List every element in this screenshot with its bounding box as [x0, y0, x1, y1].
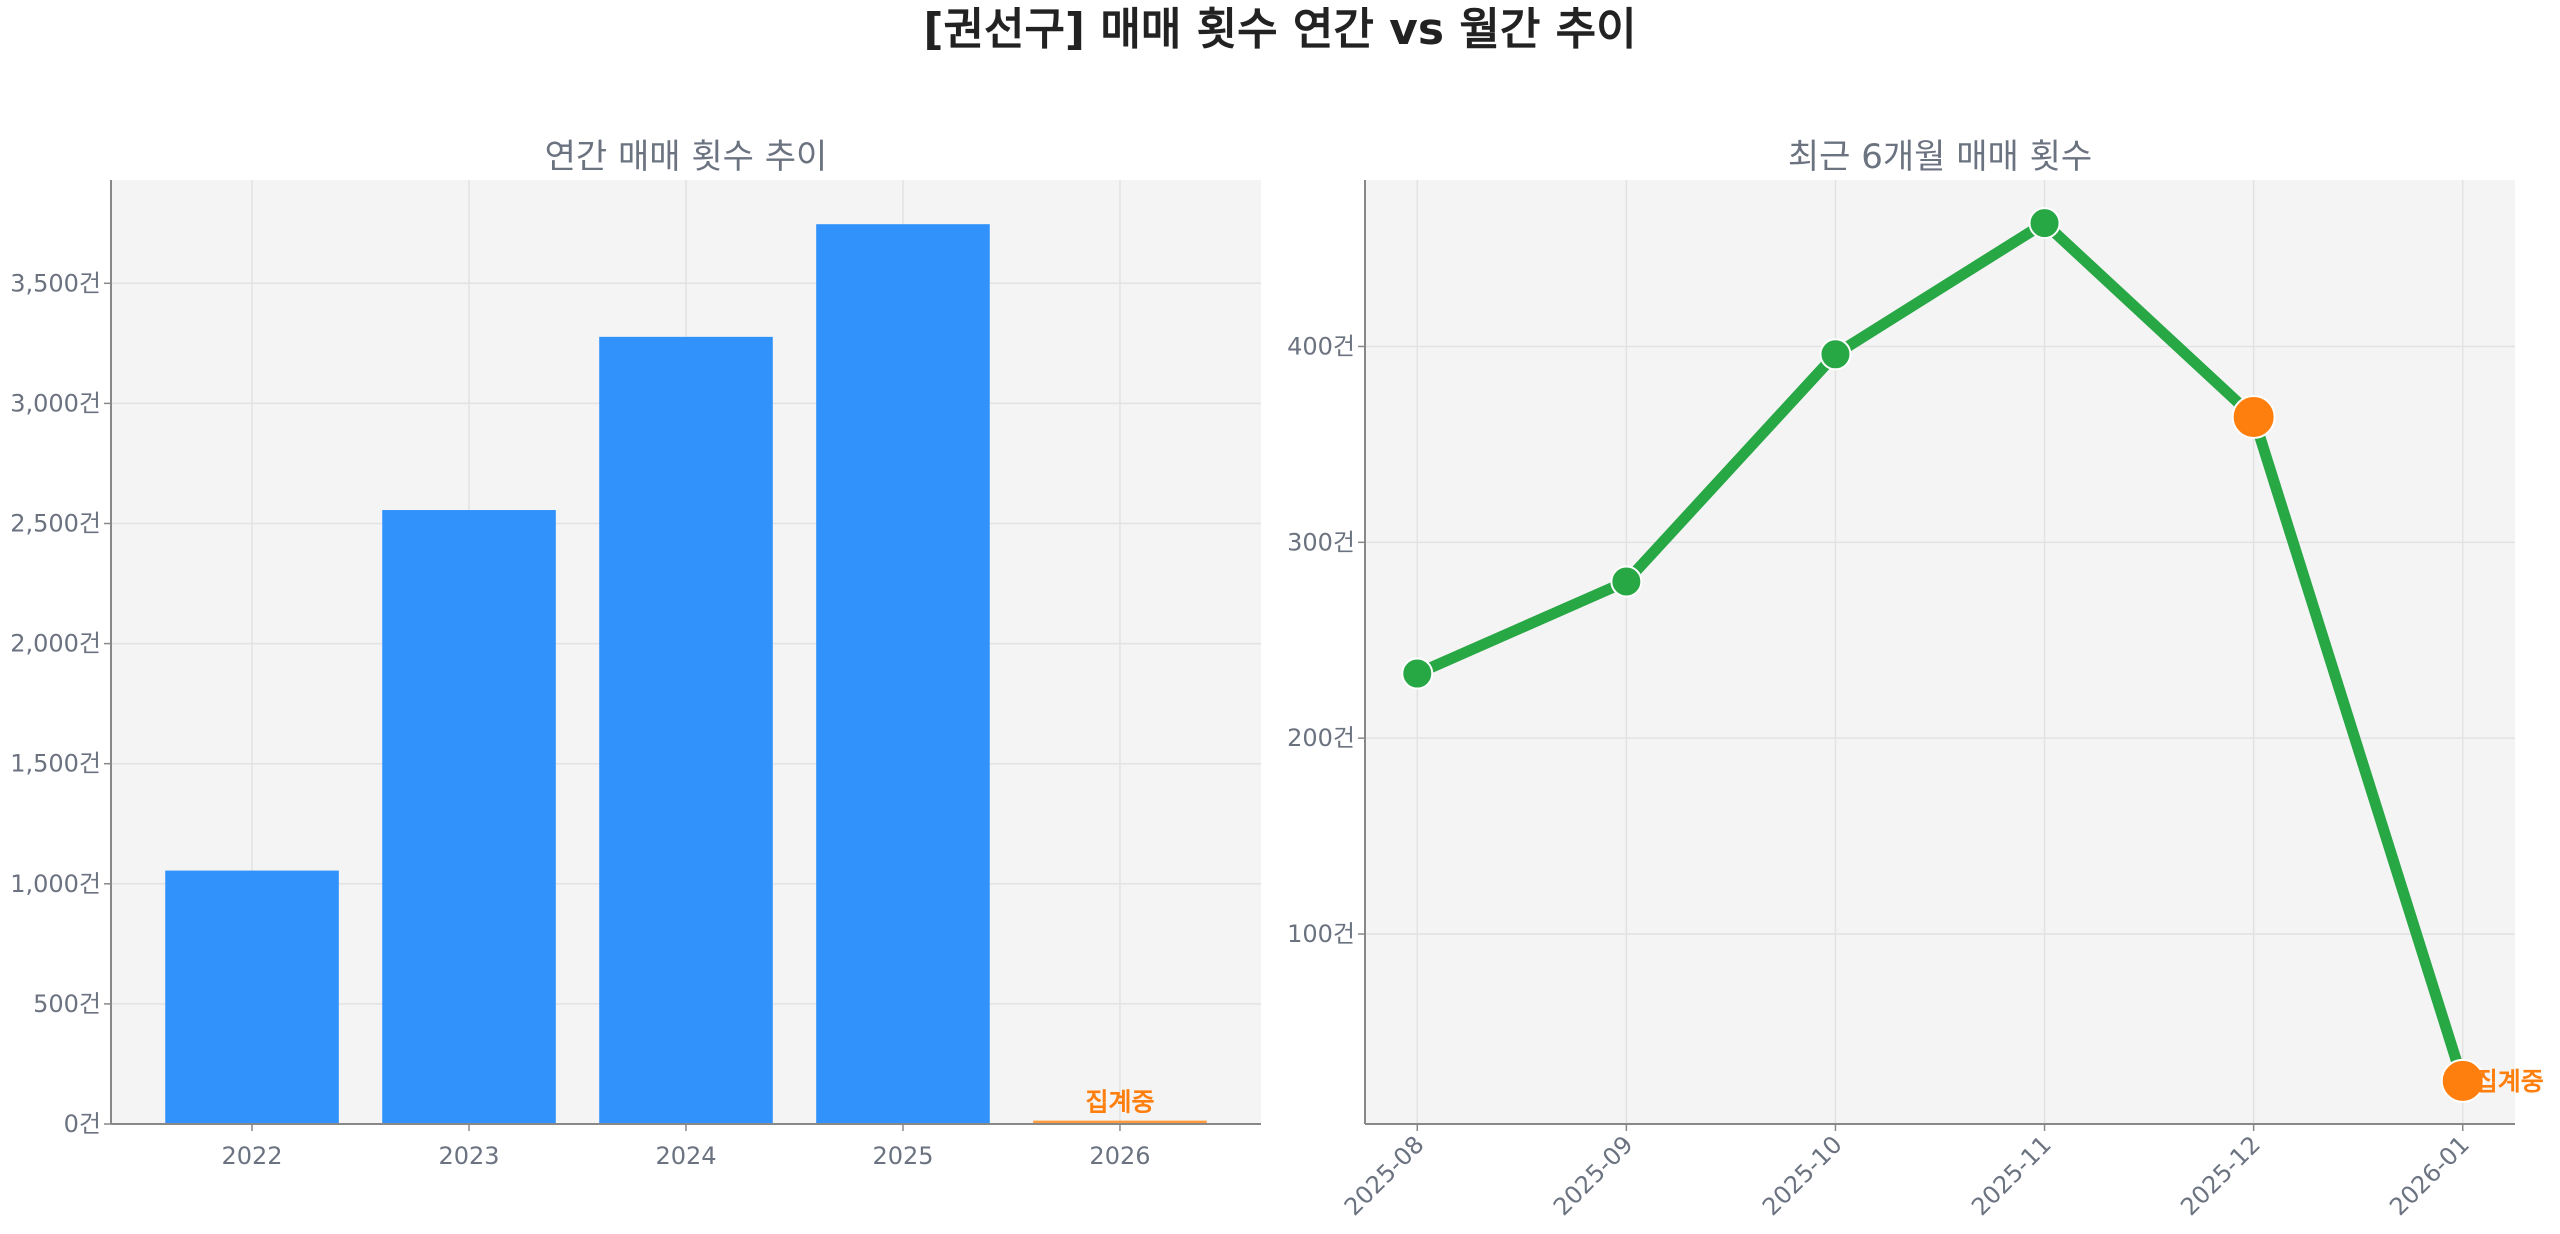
y-tick-label: 3,000건: [10, 389, 101, 417]
x-tick-label: 2025-12: [2175, 1130, 2266, 1221]
x-tick-label: 2023: [438, 1142, 499, 1170]
data-point-2025-08: [1401, 657, 1434, 690]
x-tick-label: 2025-09: [1548, 1130, 1639, 1221]
bar-2024: [599, 336, 773, 1125]
bar-2026: [1033, 1120, 1207, 1124]
bar-chart-title: 연간 매매 횟수 추이: [545, 137, 828, 177]
partial-annotation: 집계중: [1085, 1088, 1154, 1117]
y-tick-label: 2,000건: [10, 630, 101, 658]
x-tick-label: 2025-11: [1966, 1130, 2057, 1221]
data-point-2025-10: [1819, 338, 1852, 371]
x-tick-label: 2025-08: [1339, 1130, 1430, 1221]
y-tick-label: 200건: [1287, 724, 1355, 752]
line-chart-title: 최근 6개월 매매 횟수: [1788, 137, 2092, 177]
x-tick-label: 2022: [221, 1142, 282, 1170]
data-point-2026-01: [2440, 1058, 2485, 1103]
data-point-2025-12: [2231, 394, 2276, 439]
y-tick-label: 1,000건: [10, 870, 101, 898]
y-tick-label: 0건: [64, 1110, 101, 1138]
y-tick-label: 300건: [1287, 528, 1355, 556]
y-tick-label: 1,500건: [10, 750, 101, 778]
plot-area: [1365, 180, 2515, 1124]
y-tick-label: 500건: [33, 990, 101, 1018]
x-tick-label: 2024: [655, 1142, 716, 1170]
partial-annotation: 집계중: [2475, 1067, 2544, 1096]
y-tick-label: 3,500건: [10, 269, 101, 297]
y-tick-label: 400건: [1287, 332, 1355, 360]
bar-2023: [382, 510, 556, 1125]
series-line: [1415, 217, 2468, 1083]
x-tick-label: 2025: [872, 1142, 933, 1170]
y-tick-label: 2,500건: [10, 509, 101, 537]
data-point-2025-11: [2028, 207, 2061, 240]
x-tick-label: 2026-01: [2384, 1130, 2475, 1221]
figure-title: [권선구] 매매 횟수 연간 vs 월간 추이: [923, 4, 1636, 55]
bar-2022: [165, 870, 339, 1124]
bar-chart: 0건 500건 1,000건 1,500건 2,000건 2,500건 3,000건 3,50…: [10, 180, 1261, 1170]
x-tick-label: 2026: [1089, 1142, 1150, 1170]
line-chart: 100건 200건 300건 400건 2025-08 2025-09 2025-10 202…: [1287, 180, 2544, 1221]
bar-2025: [816, 224, 990, 1124]
x-tick-label: 2025-10: [1757, 1130, 1848, 1221]
data-point-2025-09: [1610, 565, 1643, 598]
y-tick-label: 100건: [1287, 920, 1355, 948]
